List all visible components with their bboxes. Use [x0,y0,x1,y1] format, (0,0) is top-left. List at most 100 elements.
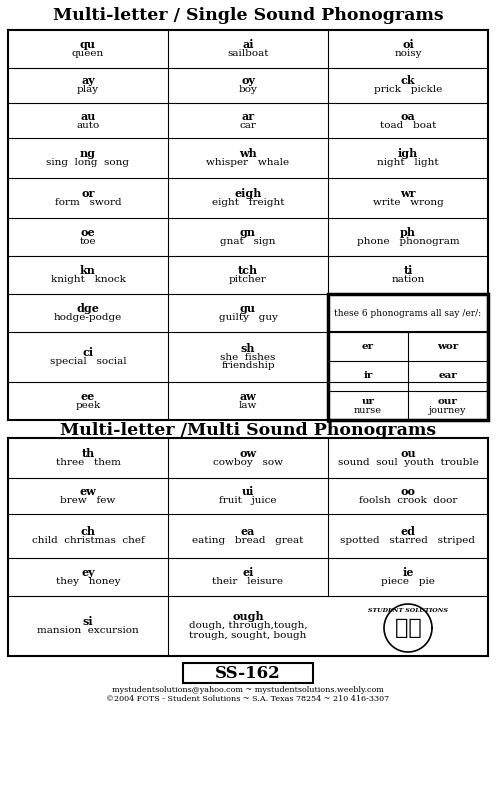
Text: ci: ci [82,347,94,358]
Text: ed: ed [400,526,416,537]
Text: 👩‍🎓: 👩‍🎓 [395,618,422,638]
Text: queen: queen [72,49,104,58]
Text: journey: journey [429,406,467,415]
Text: ch: ch [80,526,96,537]
Text: night   light: night light [377,158,439,167]
Text: wr: wr [400,188,416,199]
Text: er: er [362,342,374,351]
Text: pitcher: pitcher [229,275,267,284]
Text: their   leisure: their leisure [212,577,284,586]
Text: ©2004 FOTS - Student Solutions ~ S.A. Texas 78254 ~ 210 416-3307: ©2004 FOTS - Student Solutions ~ S.A. Te… [107,695,389,703]
Text: oo: oo [400,486,416,497]
Text: ew: ew [80,486,96,497]
Text: au: au [80,110,96,122]
Text: ie: ie [402,567,414,578]
Text: they   honey: they honey [56,577,120,586]
Bar [328,294,488,420]
Text: qu: qu [80,39,96,50]
Text: Multi-letter /Multi Sound Phonograms: Multi-letter /Multi Sound Phonograms [60,422,436,439]
Text: oi: oi [402,39,414,50]
Text: ph: ph [400,227,416,238]
Text: gnat   sign: gnat sign [220,237,276,246]
Text: ur: ur [362,397,374,406]
Text: write   wrong: write wrong [372,198,443,207]
Text: toad   boat: toad boat [380,121,436,130]
Text: ay: ay [81,75,95,86]
Text: ai: ai [242,39,254,50]
Text: kn: kn [80,265,96,276]
Text: cowboy   sow: cowboy sow [213,458,283,467]
Bar [8,30,488,420]
Text: eigh: eigh [234,188,262,199]
Text: ei: ei [243,567,253,578]
Text: gu: gu [240,303,256,314]
Text: foolsh  crook  door: foolsh crook door [359,496,457,505]
Text: ck: ck [401,75,415,86]
Text: trough, sought, bough: trough, sought, bough [189,630,307,639]
Text: piece   pie: piece pie [381,577,435,586]
Text: dough, through,tough,: dough, through,tough, [188,622,308,630]
Text: oe: oe [81,227,95,238]
Text: ee: ee [81,391,95,402]
Text: ir: ir [363,371,372,381]
Bar [8,438,488,656]
Text: SS-162: SS-162 [215,665,281,682]
Text: mansion  excursion: mansion excursion [37,626,139,635]
Bar [183,663,313,683]
Text: oa: oa [401,110,415,122]
Text: Multi-letter / Single Sound Phonograms: Multi-letter / Single Sound Phonograms [53,7,443,24]
Text: sing  long  song: sing long song [47,158,129,167]
Text: knight   knock: knight knock [51,275,125,284]
Text: igh: igh [398,148,418,159]
Text: law: law [239,401,257,410]
Text: guilty   guy: guilty guy [219,313,277,322]
Text: wor: wor [437,342,459,351]
Text: these 6 phonograms all say /er/:: these 6 phonograms all say /er/: [334,309,482,318]
Text: ow: ow [240,448,256,459]
Text: our: our [438,397,458,406]
Text: dge: dge [76,303,99,314]
Text: prick   pickle: prick pickle [374,86,442,94]
Text: phone   phonogram: phone phonogram [357,237,459,246]
Text: sh: sh [241,342,255,354]
Text: eight   freight: eight freight [212,198,284,207]
Text: brew   few: brew few [61,496,116,505]
Text: ar: ar [242,110,254,122]
Text: ear: ear [438,371,457,381]
Text: mystudentsolutions@yahoo.com ~ mystudentsolutions.weebly.com: mystudentsolutions@yahoo.com ~ mystudent… [112,686,384,694]
Text: tch: tch [238,265,258,276]
Text: ey: ey [81,567,95,578]
Text: whisper   whale: whisper whale [206,158,290,167]
Text: ui: ui [242,486,254,497]
Text: ough: ough [232,611,264,622]
Text: play: play [77,86,99,94]
Text: boy: boy [239,86,257,94]
Text: oy: oy [241,75,255,86]
Text: noisy: noisy [394,49,422,58]
Text: ea: ea [241,526,255,537]
Text: form   sword: form sword [55,198,122,207]
Text: child  christmas  chef: child christmas chef [32,536,144,545]
Text: ou: ou [400,448,416,459]
Text: gn: gn [240,227,256,238]
Text: three   them: three them [56,458,121,467]
Text: special   social: special social [50,357,126,366]
Text: toe: toe [80,237,96,246]
Text: auto: auto [76,121,100,130]
Text: fruit   juice: fruit juice [219,496,277,505]
Text: sailboat: sailboat [227,49,269,58]
Text: ng: ng [80,148,96,159]
Text: nurse: nurse [354,406,382,415]
Text: she  fishes: she fishes [220,353,276,362]
Text: peek: peek [75,401,101,410]
Text: wh: wh [239,148,257,159]
Text: spotted   starred   striped: spotted starred striped [340,536,476,545]
Text: aw: aw [240,391,256,402]
Text: friendship: friendship [221,362,275,370]
Text: nation: nation [391,275,425,284]
Text: STUDENT SOLUTIONS: STUDENT SOLUTIONS [368,608,448,613]
Text: hodge-podge: hodge-podge [54,313,122,322]
Text: th: th [81,448,95,459]
Text: sound  soul  youth  trouble: sound soul youth trouble [338,458,479,467]
Text: si: si [83,616,93,627]
